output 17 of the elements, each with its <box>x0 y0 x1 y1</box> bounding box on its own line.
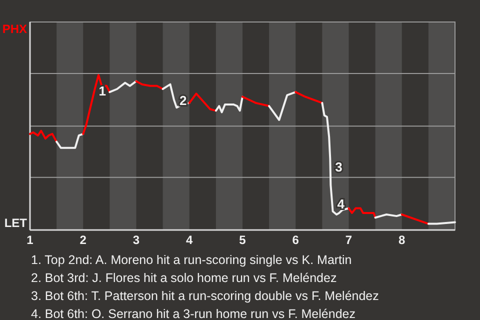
text: 1. Top 2nd: A. Moreno hit a run-scoring single vs K. Martin <box>31 253 352 267</box>
x-tick-label: 1 <box>26 233 34 247</box>
text: LET <box>4 216 28 230</box>
x-tick-label: 8 <box>398 233 406 247</box>
x-tick-label: 6 <box>292 233 300 247</box>
x-tick-label: 3 <box>132 233 140 247</box>
text: 4. Bot 6th: O. Serrano hit a 3-run home run vs F. Meléndez <box>31 307 356 320</box>
text: PHX <box>2 22 27 36</box>
x-tick-label: 7 <box>345 233 352 247</box>
text: 2. Bot 3rd: J. Flores hit a solo home run vs F. Meléndez <box>31 271 337 285</box>
x-tick-label: 4 <box>186 233 194 247</box>
annotation: 3 <box>335 159 342 174</box>
text: 3. Bot 6th: T. Patterson hit a run-scoring double vs F. Meléndez <box>31 289 379 303</box>
annotation: 4 <box>337 196 346 212</box>
x-tick-label: 2 <box>80 233 87 247</box>
annotation: 1 <box>98 84 106 99</box>
x-tick-label: 5 <box>239 233 246 247</box>
